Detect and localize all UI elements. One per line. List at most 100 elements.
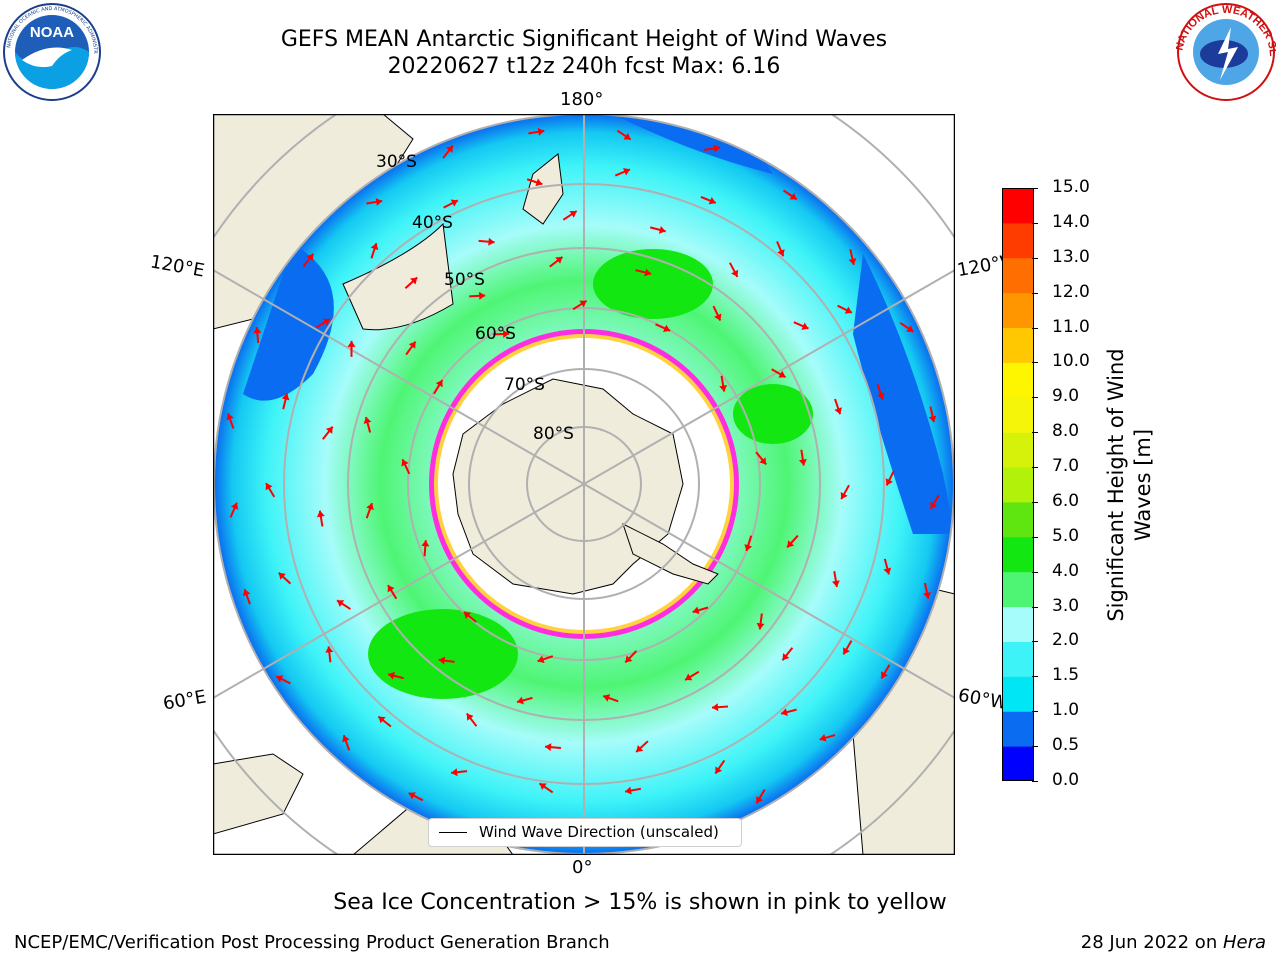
colorbar-block: [1002, 432, 1034, 468]
wind-wave-arrowhead: [363, 417, 372, 424]
wind-wave-arrowhead: [930, 501, 938, 509]
wind-wave-arrowhead: [517, 696, 524, 705]
wind-wave-arrowhead: [322, 318, 331, 326]
wind-wave-arrowhead: [569, 210, 577, 218]
wind-wave-arrowhead: [408, 792, 416, 800]
colorbar-label: Significant Height of Wind Waves [m]: [1104, 348, 1155, 622]
wind-wave-arrowhead: [466, 713, 474, 721]
wind-wave-arrowhead: [834, 407, 843, 415]
colorbar-block: [1002, 362, 1034, 398]
wind-wave-arrowhead: [625, 786, 632, 795]
colorbar-block: [1002, 641, 1034, 677]
wind-wave-arrowhead: [451, 768, 458, 777]
footer-credit: NCEP/EMC/Verification Post Processing Pr…: [14, 932, 610, 953]
lat-label-30s: 30°S: [376, 152, 417, 172]
colorbar-tick-label: 0.5: [1052, 735, 1080, 756]
wind-wave-arrowhead: [819, 734, 827, 742]
wind-wave-arrowhead: [535, 178, 543, 187]
wind-wave-arrowhead: [438, 656, 446, 665]
wind-wave-arrowhead: [306, 253, 314, 261]
wind-wave-arrowhead: [789, 192, 797, 200]
colorbar-tick-mark: [1032, 292, 1038, 294]
wind-wave-arrowhead: [230, 502, 239, 510]
wind-wave-arrowhead: [325, 426, 333, 434]
colorbar-tick-mark: [1032, 257, 1038, 259]
colorbar-tick-label: 13.0: [1052, 246, 1090, 267]
colorbar-tick-label: 8.0: [1052, 421, 1080, 442]
wind-wave-arrowhead: [421, 540, 430, 547]
wind-wave-arrowhead: [435, 380, 443, 388]
colorbar-tick-mark: [1032, 606, 1038, 608]
colorbar-tick-mark: [1032, 781, 1038, 782]
colorbar-tick-mark: [1032, 746, 1038, 748]
colorbar-block: [1002, 257, 1034, 294]
colorbar-tick-mark: [1032, 397, 1038, 399]
colorbar-tick-label: 9.0: [1052, 386, 1080, 407]
colorbar-tick-mark: [1032, 676, 1038, 678]
wind-wave-arrowhead: [906, 325, 914, 332]
colorbar-tick-label: 1.0: [1052, 700, 1080, 721]
colorbar-tick-mark: [1032, 571, 1038, 573]
wind-wave-arrowhead: [502, 329, 510, 338]
lon-label-120e: 120°E: [148, 251, 207, 282]
colorbar-tick-mark: [1032, 362, 1038, 364]
wind-wave-arrowhead: [711, 703, 719, 712]
colorbar-tick-mark: [1032, 641, 1038, 643]
wind-wave-arrowhead: [278, 572, 286, 580]
colorbar-tick-label: 14.0: [1052, 211, 1090, 232]
colorbar-tick-label: 7.0: [1052, 456, 1080, 477]
wind-wave-arrowhead: [715, 766, 723, 774]
wind-wave-arrowhead: [325, 646, 334, 653]
colorbar-tick-mark: [1032, 327, 1038, 329]
wind-wave-arrowhead: [537, 127, 545, 136]
colorbar: [1002, 188, 1034, 781]
wind-wave-arrowhead: [777, 249, 785, 257]
lat-label-50s: 50°S: [444, 270, 485, 290]
wind-wave-arrowhead: [923, 591, 931, 599]
wind-wave-arrowhead: [658, 226, 666, 234]
colorbar-tick-label: 10.0: [1052, 351, 1090, 372]
wind-wave-arrowhead: [692, 606, 700, 615]
colorbar-block: [1002, 536, 1034, 573]
colorbar-tick-mark: [1032, 222, 1038, 224]
chart-title: GEFS MEAN Antarctic Significant Height o…: [280, 27, 888, 52]
colorbar-block: [1002, 188, 1034, 224]
colorbar-tick-label: 0.0: [1052, 770, 1080, 790]
chart-subtitle: 20220627 t12z 240h fcst Max: 6.16: [387, 54, 781, 79]
wind-wave-arrowhead: [387, 585, 395, 593]
colorbar-tick-mark: [1032, 536, 1038, 538]
wind-wave-arrowhead: [401, 459, 409, 467]
wind-wave-arrowhead: [281, 393, 290, 401]
wind-wave-arrowhead: [744, 544, 753, 552]
colorbar-block: [1002, 606, 1034, 642]
wind-wave-arrowhead: [555, 256, 563, 264]
wind-wave-arrowhead: [408, 341, 416, 349]
lon-label-60e: 60°E: [161, 686, 208, 715]
wind-wave-arrowhead: [876, 392, 885, 400]
colorbar-block: [1002, 292, 1034, 329]
wind-wave-arrowhead: [388, 671, 395, 680]
wind-wave-arrowhead: [336, 600, 345, 607]
wind-wave-arrowhead: [370, 243, 379, 251]
wind-wave-arrowhead: [843, 647, 850, 655]
wind-wave-arrowhead: [928, 415, 937, 423]
footer-date: 28 Jun 2022 on Hera: [1081, 932, 1266, 953]
colorbar-block: [1002, 746, 1034, 781]
wind-wave-arrowhead: [579, 300, 587, 308]
colorbar-tick-label: 15.0: [1052, 177, 1090, 197]
colorbar-tick-mark: [1032, 467, 1038, 469]
wind-wave-arrowhead: [781, 708, 788, 717]
colorbar-tick-label: 4.0: [1052, 560, 1080, 581]
wind-wave-arrowhead: [316, 510, 325, 518]
wind-wave-arrowhead: [719, 384, 728, 392]
wind-wave-arrowhead: [782, 653, 790, 661]
wind-wave-arrowhead: [714, 313, 722, 321]
lat-label-80s: 80°S: [533, 424, 574, 444]
wind-wave-arrowhead: [537, 655, 545, 664]
wind-wave-arrowhead: [479, 291, 486, 300]
wind-wave-arrowhead: [276, 675, 284, 683]
wind-wave-arrowhead: [713, 144, 721, 153]
nws-logo: NATIONAL WEATHER SERVICE: [1176, 2, 1276, 101]
colorbar-tick-label: 3.0: [1052, 595, 1080, 616]
colorbar-block: [1002, 501, 1034, 538]
